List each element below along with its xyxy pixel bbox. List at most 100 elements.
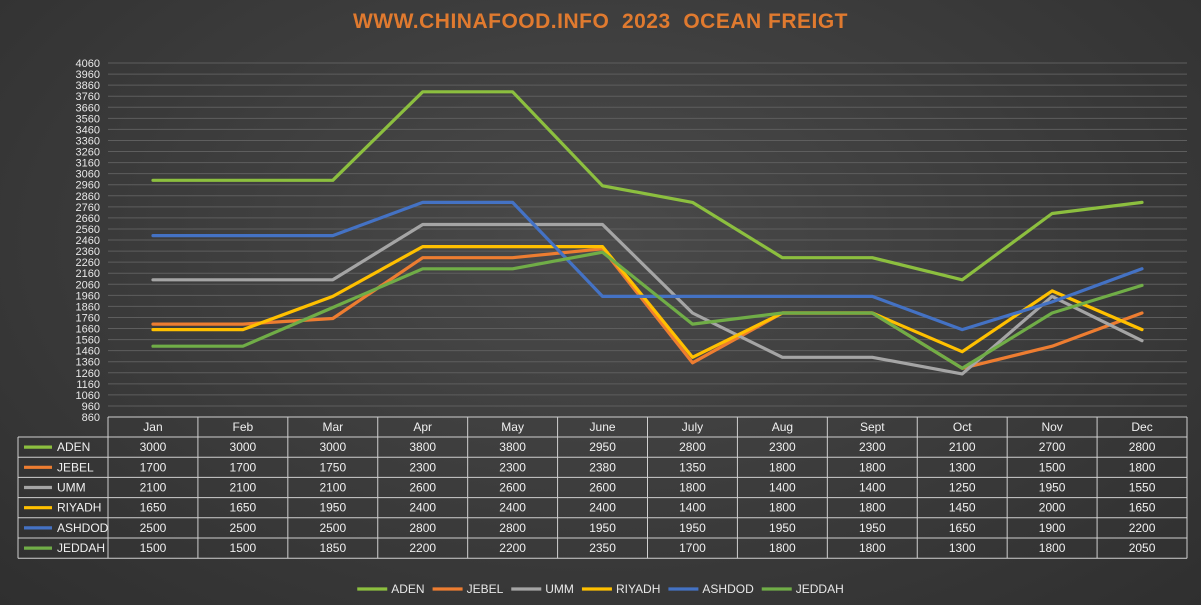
y-tick-label: 3760 [76, 91, 100, 103]
y-tick-label: 2660 [76, 213, 100, 225]
category-label: Mar [322, 420, 343, 434]
table-cell: 1450 [949, 501, 976, 515]
category-label: Aug [772, 420, 793, 434]
y-tick-label: 3160 [76, 158, 100, 170]
table-cell: 3800 [409, 440, 436, 454]
y-tick-label: 1060 [76, 390, 100, 402]
table-cell: 2200 [1129, 521, 1156, 535]
table-cell: 1950 [769, 521, 796, 535]
row-series-name: ASHDOD [57, 521, 109, 535]
table-cell: 1700 [679, 541, 706, 555]
table-cell: 2100 [230, 481, 257, 495]
series-lines [151, 90, 1144, 376]
table-cell: 1950 [679, 521, 706, 535]
y-tick-label: 3960 [76, 69, 100, 81]
table-cell: 1850 [319, 541, 346, 555]
table-cell: 1400 [769, 481, 796, 495]
table-cell: 1500 [1039, 460, 1066, 474]
category-label: Sept [860, 420, 885, 434]
table-cell: 2800 [409, 521, 436, 535]
data-table: Jan Feb Mar Apr May June July Aug Sept Oct Nov Dec A… [17, 416, 1188, 559]
table-cell: 2700 [1039, 440, 1066, 454]
y-tick-label: 1960 [76, 290, 100, 302]
legend-label: ASHDOD [702, 582, 754, 596]
table-cell: 2600 [499, 481, 526, 495]
category-label: Jan [143, 420, 162, 434]
table-cell: 1950 [589, 521, 616, 535]
table-cell: 2500 [140, 521, 167, 535]
category-label: May [501, 420, 524, 434]
y-tick-label: 2060 [76, 279, 100, 291]
y-tick-label: 2760 [76, 202, 100, 214]
table-cell: 2800 [679, 440, 706, 454]
table-cell: 2300 [769, 440, 796, 454]
y-tick-label: 1360 [76, 357, 100, 369]
table-cell: 2050 [1129, 541, 1156, 555]
series-line-ashdod [151, 200, 1144, 332]
table-cell: 1900 [1039, 521, 1066, 535]
y-tick-label: 2260 [76, 257, 100, 269]
row-series-name: JEDDAH [57, 541, 105, 555]
table-cell: 2800 [499, 521, 526, 535]
table-cell: 1800 [1039, 541, 1066, 555]
table-cell: 1800 [859, 501, 886, 515]
table-cell: 2300 [409, 460, 436, 474]
y-tick-label: 2460 [76, 235, 100, 247]
y-tick-label: 3360 [76, 135, 100, 147]
y-tick-label: 1160 [76, 379, 100, 391]
category-label: Apr [413, 420, 432, 434]
table-cell: 2100 [319, 481, 346, 495]
table-cell: 2100 [140, 481, 167, 495]
table-cell: 2380 [589, 460, 616, 474]
legend-label: JEDDAH [796, 582, 844, 596]
row-series-name: UMM [57, 481, 86, 495]
table-cell: 2400 [499, 501, 526, 515]
table-cell: 1650 [140, 501, 167, 515]
y-tick-label: 1760 [76, 312, 100, 324]
table-cell: 1350 [679, 460, 706, 474]
y-tick-label: 2960 [76, 180, 100, 192]
table-cell: 1800 [859, 460, 886, 474]
y-tick-label: 3660 [76, 102, 100, 114]
series-line-riyadh [151, 245, 1144, 359]
table-cell: 1650 [1129, 501, 1156, 515]
gridlines [108, 62, 1187, 418]
table-cell: 2300 [499, 460, 526, 474]
legend-label: ADEN [391, 582, 424, 596]
category-label: Nov [1041, 420, 1062, 434]
table-cell: 1700 [230, 460, 257, 474]
series-line-aden [151, 90, 1144, 282]
legend-label: RIYADH [616, 582, 660, 596]
table-cell: 2200 [409, 541, 436, 555]
table-cell: 2600 [589, 481, 616, 495]
table-cell: 1300 [949, 541, 976, 555]
table-cell: 1950 [859, 521, 886, 535]
table-cell: 2500 [230, 521, 257, 535]
y-tick-label: 2560 [76, 224, 100, 236]
table-cell: 3000 [230, 440, 257, 454]
table-cell: 1550 [1129, 481, 1156, 495]
y-tick-label: 3860 [76, 80, 100, 92]
table-cell: 1800 [769, 541, 796, 555]
table-cell: 2400 [589, 501, 616, 515]
table-cell: 1800 [679, 481, 706, 495]
table-cell: 1800 [769, 460, 796, 474]
table-cell: 3800 [499, 440, 526, 454]
table-cell: 2100 [949, 440, 976, 454]
table-cell: 2800 [1129, 440, 1156, 454]
table-cell: 1400 [859, 481, 886, 495]
table-cell: 2300 [859, 440, 886, 454]
table-cell: 3000 [319, 440, 346, 454]
table-cell: 2950 [589, 440, 616, 454]
table-cell: 1800 [769, 501, 796, 515]
y-tick-label: 2360 [76, 246, 100, 258]
table-cell: 3000 [140, 440, 167, 454]
y-tick-label: 4060 [76, 58, 100, 70]
y-tick-label: 1560 [76, 335, 100, 347]
table-cell: 1800 [1129, 460, 1156, 474]
table-cell: 1650 [230, 501, 257, 515]
row-series-name: ADEN [57, 440, 90, 454]
y-tick-label: 1260 [76, 368, 100, 380]
series-line-umm [151, 222, 1144, 376]
